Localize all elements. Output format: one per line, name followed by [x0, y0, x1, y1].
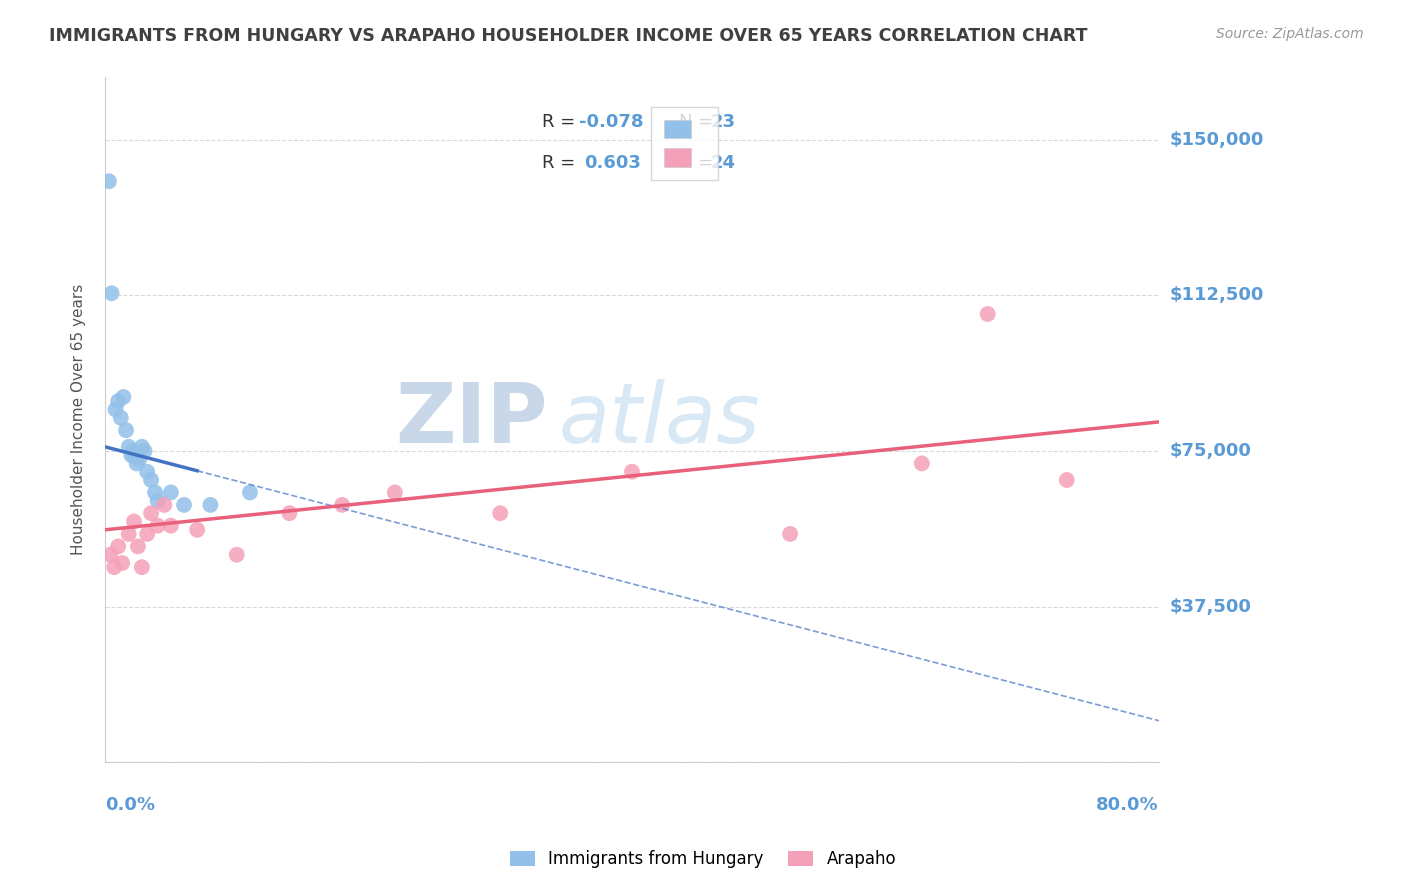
Point	[139, 506, 162, 520]
Legend: Immigrants from Hungary, Arapaho: Immigrants from Hungary, Arapaho	[503, 844, 903, 875]
Point	[115, 423, 138, 437]
Point	[384, 485, 406, 500]
Point	[330, 498, 353, 512]
Point	[1056, 473, 1078, 487]
Point	[225, 548, 247, 562]
Point	[107, 394, 129, 409]
Point	[111, 556, 134, 570]
Point	[125, 457, 148, 471]
Text: -0.078: -0.078	[579, 113, 644, 131]
Point	[103, 560, 125, 574]
Text: IMMIGRANTS FROM HUNGARY VS ARAPAHO HOUSEHOLDER INCOME OVER 65 YEARS CORRELATION : IMMIGRANTS FROM HUNGARY VS ARAPAHO HOUSE…	[49, 27, 1088, 45]
Point	[128, 452, 150, 467]
Text: ZIP: ZIP	[395, 379, 548, 460]
Point	[779, 527, 801, 541]
Point	[120, 448, 142, 462]
Point	[131, 440, 153, 454]
Text: $37,500: $37,500	[1170, 598, 1251, 615]
Point	[100, 286, 122, 301]
Point	[620, 465, 643, 479]
Point	[110, 410, 132, 425]
Point	[131, 560, 153, 574]
Point	[239, 485, 262, 500]
Point	[911, 457, 934, 471]
Point	[186, 523, 208, 537]
Point	[97, 174, 120, 188]
Point	[98, 548, 121, 562]
Point	[122, 515, 145, 529]
Text: N =: N =	[679, 113, 720, 131]
Point	[976, 307, 998, 321]
Text: R =: R =	[543, 113, 582, 131]
Point	[118, 440, 141, 454]
Text: $75,000: $75,000	[1170, 442, 1251, 460]
Text: $112,500: $112,500	[1170, 286, 1264, 304]
Point	[122, 448, 145, 462]
Point	[173, 498, 195, 512]
Point	[127, 540, 149, 554]
Point	[134, 444, 156, 458]
Point	[143, 485, 166, 500]
Text: 80.0%: 80.0%	[1097, 797, 1159, 814]
Y-axis label: Householder Income Over 65 years: Householder Income Over 65 years	[72, 285, 86, 556]
Point	[146, 518, 169, 533]
Text: R =: R =	[543, 154, 588, 172]
Text: 23: 23	[711, 113, 735, 131]
Text: 0.0%: 0.0%	[105, 797, 155, 814]
Point	[153, 498, 176, 512]
Text: $150,000: $150,000	[1170, 131, 1264, 149]
Text: 0.603: 0.603	[585, 154, 641, 172]
Point	[107, 540, 129, 554]
Point	[118, 527, 141, 541]
Text: Source: ZipAtlas.com: Source: ZipAtlas.com	[1216, 27, 1364, 41]
Point	[489, 506, 512, 520]
Legend: , : ,	[651, 107, 718, 180]
Text: atlas: atlas	[558, 379, 759, 460]
Point	[160, 485, 183, 500]
Text: 24: 24	[711, 154, 735, 172]
Point	[112, 390, 135, 404]
Point	[278, 506, 301, 520]
Point	[104, 402, 127, 417]
Point	[136, 527, 159, 541]
Point	[121, 444, 143, 458]
Point	[146, 493, 169, 508]
Point	[160, 518, 183, 533]
Point	[200, 498, 222, 512]
Text: N =: N =	[679, 154, 720, 172]
Point	[136, 465, 159, 479]
Point	[139, 473, 162, 487]
